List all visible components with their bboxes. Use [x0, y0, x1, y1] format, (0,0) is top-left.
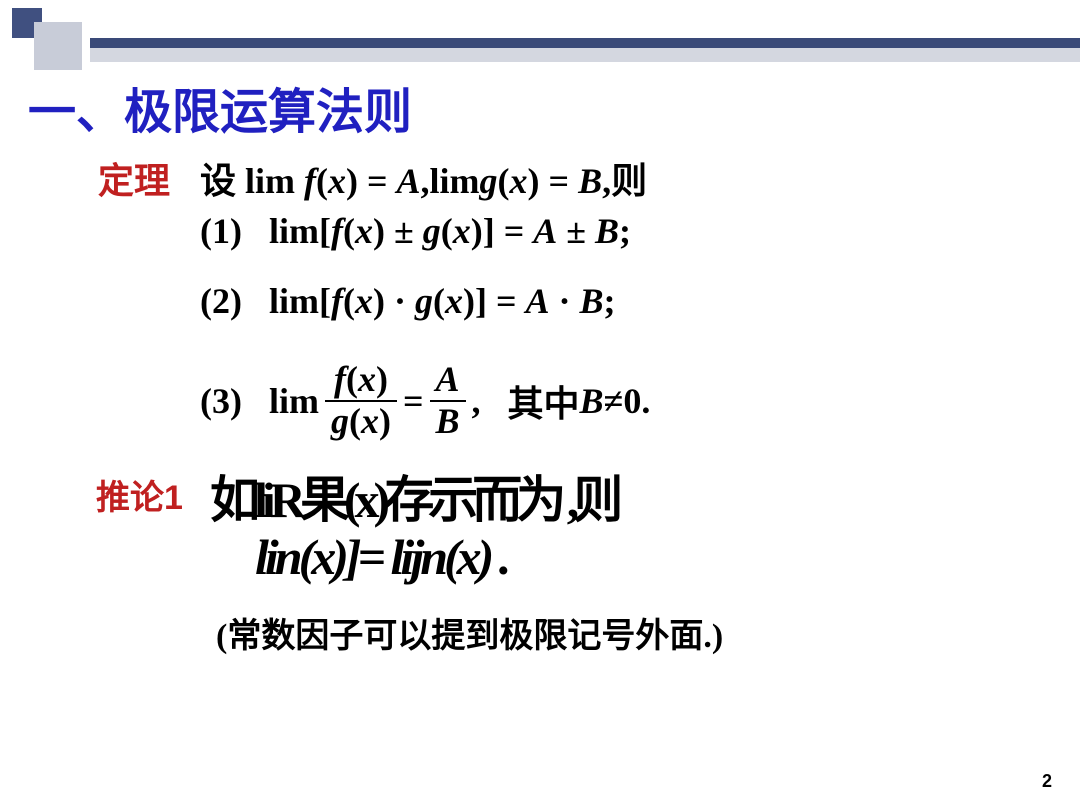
r2-v1: x	[355, 281, 373, 321]
r1-g: g	[423, 211, 441, 251]
r1-pm2: ±	[557, 211, 595, 251]
r3-eq: =	[403, 380, 424, 422]
page-number: 2	[1042, 771, 1052, 792]
rule3-lim: lim	[269, 380, 319, 422]
r1-close: )] =	[471, 211, 534, 251]
r2-dot2: ·	[550, 281, 580, 321]
then-text: 则	[611, 161, 647, 201]
r1-f: f	[331, 211, 343, 251]
r1-v1: x	[355, 211, 373, 251]
r1-B: B	[595, 211, 619, 251]
rule-2: (2) lim[f(x) · g(x)] = A · B;	[200, 280, 616, 322]
r2-A: A	[525, 281, 549, 321]
r2-v2: x	[445, 281, 463, 321]
r3-denf: g	[331, 401, 349, 441]
sep: ,	[421, 161, 430, 201]
theorem-label: 定理	[98, 152, 170, 204]
rule2-lim: lim[	[269, 281, 331, 321]
val-B: B	[578, 161, 602, 201]
r3-zero: 0.	[623, 380, 650, 422]
theorem-premise: 设 lim f(x) = A,limg(x) = B,则	[200, 152, 647, 204]
decor-square-light	[34, 22, 82, 70]
r3-neq: ≠	[604, 380, 624, 422]
rule-1: (1) lim[f(x) ± g(x)] = A ± B;	[200, 210, 631, 252]
slide-decor	[0, 0, 1080, 60]
r2-g: g	[415, 281, 433, 321]
r2-B: B	[580, 281, 604, 321]
rule2-num: (2)	[200, 281, 242, 321]
slide-title: 一、极限运算法则	[28, 72, 412, 142]
r1-A: A	[533, 211, 557, 251]
rule1-num: (1)	[200, 211, 242, 251]
note-close: .)	[703, 618, 723, 655]
note-line: (常数因子可以提到极限记号外面.)	[216, 608, 723, 657]
corollary-line2: lin(x)]= lijn(x) .	[255, 528, 507, 586]
fn-f: f	[304, 161, 316, 201]
r3-where: 其中	[508, 375, 580, 427]
rule-3: (3) lim f(x) g(x) = A B , 其中B ≠ 0.	[200, 360, 650, 441]
r3-Bvar: B	[580, 380, 604, 422]
decor-bar-dark	[90, 38, 1080, 48]
var-x: x	[328, 161, 346, 201]
corollary-label: 推论1	[96, 470, 183, 519]
r1-end: ;	[619, 211, 631, 251]
lim-op2: lim	[430, 161, 480, 201]
r2-f: f	[331, 281, 343, 321]
corollary-line1: 如liR果(x)存示而为 ,则	[210, 460, 617, 532]
note-text: 常数因子可以提到极限记号外面	[227, 618, 703, 655]
r3-numf: f	[334, 359, 346, 399]
r2-end: ;	[604, 281, 616, 321]
decor-bar-light	[90, 48, 1080, 62]
val-A: A	[397, 161, 421, 201]
r3-denv: x	[361, 401, 379, 441]
rule3-num: (3)	[200, 380, 242, 422]
r3-comma: ,	[472, 380, 481, 422]
note-open: (	[216, 618, 227, 655]
rule1-lim: lim[	[269, 211, 331, 251]
lim-op: lim	[245, 161, 295, 201]
r2-close: )] =	[463, 281, 526, 321]
r3-spacer	[481, 380, 508, 422]
var-x2: x	[510, 161, 528, 201]
suffix: ,	[602, 161, 611, 201]
r3-B: B	[430, 402, 466, 442]
premise-prefix: 设	[200, 161, 245, 201]
r2-dot: ·	[385, 281, 415, 321]
eq2: =	[540, 161, 579, 201]
frac-fg: f(x) g(x)	[325, 360, 397, 441]
r3-A: A	[430, 360, 466, 400]
r1-v2: x	[453, 211, 471, 251]
fn-g: g	[480, 161, 498, 201]
frac-AB: A B	[430, 360, 466, 441]
eq1: =	[358, 161, 397, 201]
r1-pm: ±	[385, 211, 423, 251]
r3-numv: x	[358, 359, 376, 399]
